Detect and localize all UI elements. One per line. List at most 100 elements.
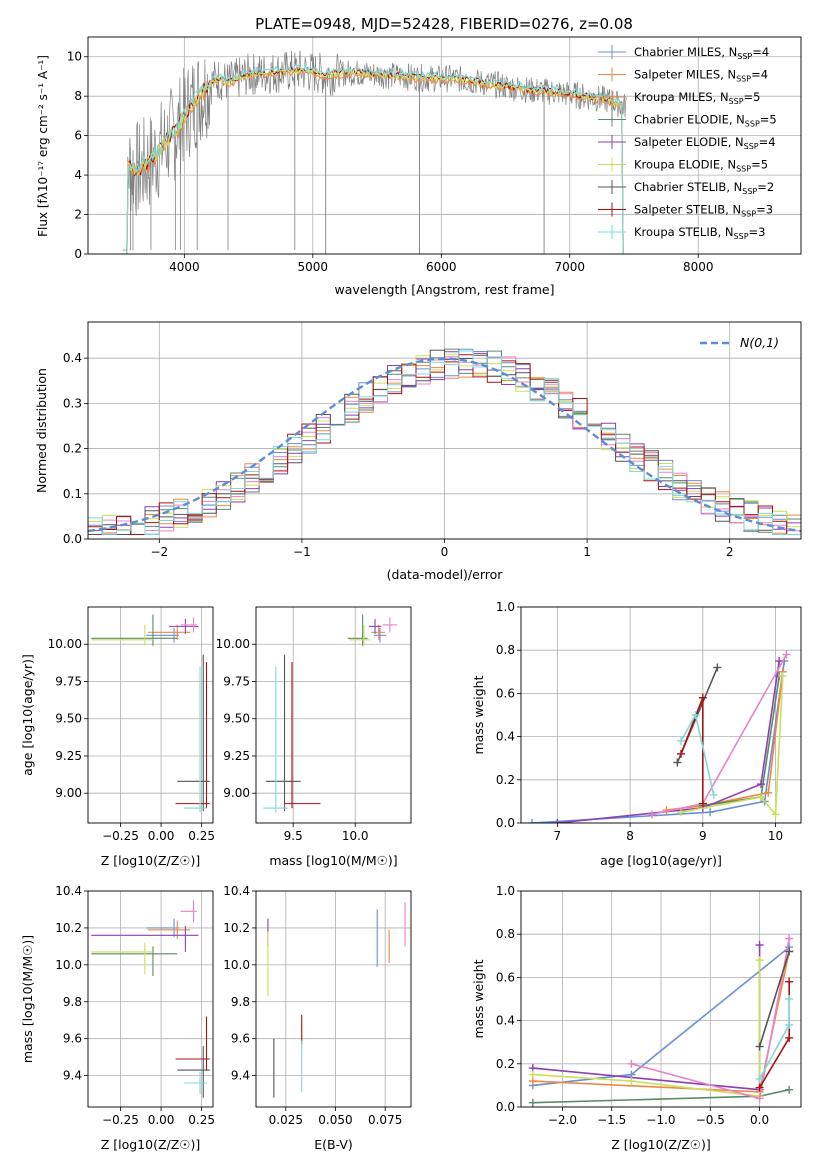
residuals-ytick-label: 0.2 (63, 442, 82, 456)
weight_vs_z-xtick-label: −0.5 (696, 1113, 725, 1127)
spectrum-xtick-label: 4000 (169, 260, 200, 274)
weight_vs_z-plot-area (528, 934, 794, 1107)
weight_vs_age-series-line (557, 660, 780, 823)
weight_vs_z-xtick-label: −1.5 (597, 1113, 626, 1127)
weight_vs_age-frame (520, 606, 802, 824)
weight_vs_age-plot-area (527, 650, 791, 823)
mass_vs_z-xtick-label: 0.00 (148, 1113, 175, 1127)
weight_vs_age-ytick-label: 0.0 (496, 816, 515, 830)
weight_vs_z-xtick-label: 0.0 (750, 1113, 769, 1127)
age_vs_mass-ytick-label: 9.75 (223, 674, 250, 688)
weight_vs_z-ytick-label: 0.0 (496, 1100, 515, 1114)
mass_vs_z-ytick-label: 10.4 (55, 884, 82, 898)
age_vs_z-ytick-label: 9.25 (55, 749, 82, 763)
spectrum-legend-entry: Chabrier ELODIE, NSSP=5 (634, 113, 777, 129)
weight_vs_z-series-line (758, 951, 790, 1047)
spectrum-legend-entry: Salpeter STELIB, NSSP=3 (634, 203, 773, 219)
weight_vs_z-ytick-label: 0.4 (496, 1014, 515, 1028)
weight_vs_z-xtick-label: −1.0 (646, 1113, 675, 1127)
age_vs_mass-xtick-label: 10.0 (342, 829, 369, 843)
spectrum-ytick-label: 10 (67, 50, 82, 64)
weight_vs_age-xtick-label: 10 (768, 829, 783, 843)
spectrum-ylabel: Flux [fλ10⁻¹⁷ erg cm⁻² s⁻¹ A⁻¹] (36, 55, 50, 237)
spectrum-ytick-label: 2 (74, 208, 82, 222)
mass_vs_ebv-ytick-label: 9.6 (231, 1032, 250, 1046)
mass_vs_z-xtick-label: 0.25 (188, 1113, 215, 1127)
spectrum-legend-entry: Kroupa MILES, NSSP=5 (634, 90, 760, 106)
weight_vs_z-series-line (532, 960, 761, 1098)
mass_vs_ebv-ytick-label: 10.4 (223, 884, 250, 898)
residuals-xtick-label: 1 (583, 545, 591, 559)
mass_vs_ebv-plot-area (267, 902, 406, 1098)
weight_vs_age-ytick-label: 0.2 (496, 773, 515, 787)
spectrum-model-salpeter-stelib (125, 65, 624, 254)
spectrum-ytick-label: 0 (74, 247, 82, 261)
age_vs_mass-xtick-label: 9.5 (284, 829, 303, 843)
age_vs_z-plot-area (91, 614, 210, 813)
weight_vs_age-xtick-label: 9 (699, 829, 707, 843)
weight_vs_age-xlabel: age [log10(age/yr)] (600, 853, 722, 868)
age_vs_mass-ytick-label: 9.25 (223, 749, 250, 763)
weight_vs_z-ytick-label: 0.2 (496, 1057, 515, 1071)
mass_vs_ebv-ytick-label: 9.4 (231, 1069, 250, 1083)
residuals-ytick-label: 0.3 (63, 396, 82, 410)
spectrum-plot-area (122, 50, 627, 254)
weight_vs_age-series-line (531, 660, 786, 823)
age_vs_mass-ytick-label: 10.00 (216, 637, 250, 651)
mass_vs_z-ytick-label: 10.0 (55, 958, 82, 972)
age_vs_z-ylabel: age [log10(age/yr)] (20, 654, 35, 776)
weight_vs_z-frame (520, 890, 802, 1108)
age_vs_z-ytick-label: 9.00 (55, 786, 82, 800)
spectrum-xtick-label: 6000 (426, 260, 457, 274)
residuals-ytick-label: 0.1 (63, 487, 82, 501)
age_vs_z-xlabel: Z [log10(Z/Z☉)] (101, 853, 201, 868)
spectrum-ytick-label: 8 (74, 89, 82, 103)
mass_vs_z-ytick-label: 9.8 (63, 995, 82, 1009)
spectrum-xtick-label: 7000 (554, 260, 585, 274)
weight_vs_age-ytick-label: 0.4 (496, 730, 515, 744)
weight_vs_z-ytick-label: 1.0 (496, 884, 515, 898)
spectrum-frame (87, 36, 802, 255)
weight_vs_z-xlabel: Z [log10(Z/Z☉)] (611, 1137, 711, 1152)
mass_vs_ebv-xtick-label: 0.025 (269, 1113, 303, 1127)
age_vs_mass-ytick-label: 9.50 (223, 712, 250, 726)
residuals-xlabel: (data-model)/error (387, 567, 504, 582)
weight_vs_z-ytick-label: 0.8 (496, 927, 515, 941)
age_vs_mass-grid (256, 607, 411, 823)
weight_vs_z-xtick-label: −2.0 (548, 1113, 577, 1127)
mass_vs_ebv-grid (256, 890, 411, 1107)
residuals-xtick-label: −1 (293, 545, 311, 559)
weight_vs_age-ytick-label: 1.0 (496, 600, 515, 614)
mass_vs_ebv-xlabel: E(B-V) (314, 1137, 353, 1152)
age_vs_z-grid (88, 607, 213, 823)
mass_vs_z-frame (87, 890, 214, 1108)
weight_vs_z-ylabel: mass weight (471, 959, 486, 1038)
weight_vs_age-series-line (680, 697, 704, 804)
weight_vs_age-xtick-label: 8 (626, 829, 634, 843)
spectrum-xlabel: wavelength [Angstrom, rest frame] (334, 282, 554, 297)
residuals-ytick-label: 0.0 (63, 532, 82, 546)
age_vs_mass-frame (255, 606, 412, 824)
age_vs_z-ytick-label: 10.00 (48, 637, 82, 651)
mass_vs_z-xtick-label: −0.25 (102, 1113, 139, 1127)
age_vs_z-xtick-label: 0.00 (148, 829, 175, 843)
weight_vs_z-axes: −2.0 −1.5 −1.0 −0.5 0.0 0.0 0.2 0.4 0.6 0.8 1.0 Z [… (471, 884, 802, 1152)
mass_vs_z-plot-area (91, 900, 210, 1098)
spectrum-legend-entry: Salpeter MILES, NSSP=4 (634, 68, 768, 84)
weight_vs_age-axes: 7 8 9 10 0.0 0.2 0.4 0.6 0.8 1.0 age [log10(age/yr… (471, 600, 802, 868)
age_vs_z-ytick-label: 9.50 (55, 712, 82, 726)
spectrum-ytick-label: 6 (74, 129, 82, 143)
spectrum-ytick-label: 4 (74, 168, 82, 182)
weight_vs_z-ytick-label: 0.6 (496, 970, 515, 984)
residuals-legend-entry: N(0,1) (740, 335, 779, 350)
age_vs_mass-axes: 9.5 10.0 9.00 9.25 9.50 9.75 10.00 mass [log10(… (216, 606, 412, 868)
weight_vs_age-xtick-label: 7 (554, 829, 562, 843)
residuals-normal-curve (88, 357, 801, 533)
spectrum-legend-entry: Kroupa ELODIE, NSSP=5 (634, 158, 768, 174)
residuals-ytick-label: 0.4 (63, 351, 82, 365)
mass_vs_ebv-frame (255, 890, 412, 1108)
spectrum-legend-entry: Chabrier STELIB, NSSP=2 (634, 180, 774, 196)
residuals-ylabel: Normed distribution (34, 368, 49, 493)
